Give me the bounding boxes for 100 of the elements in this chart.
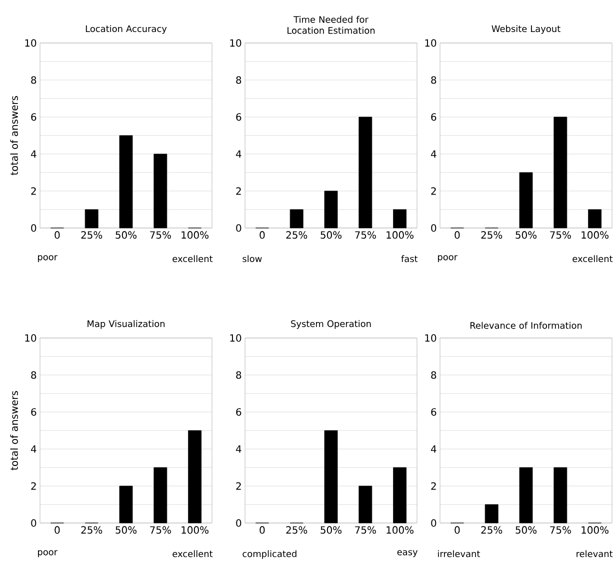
x-tick-label: 100% [582,231,608,239]
x-tick-label: 25% [481,231,502,239]
y-tick-label: 10 [425,334,436,342]
y-tick-label: 0 [236,224,242,232]
x-tick-label: 0 [260,231,265,239]
x-tick-label: 0 [54,231,60,239]
bar [393,467,406,524]
bar [324,190,338,228]
y-tick-label: 2 [431,482,436,490]
y-tick-label: 4 [430,445,436,453]
bar [519,172,533,228]
x-tick-label: 75% [355,231,376,239]
y-tick-label: 10 [230,39,242,47]
y-tick-label: 0 [431,519,436,527]
bar [393,209,406,228]
text: excellent [172,255,213,262]
bar [358,486,372,524]
x-tick-label: 75% [150,231,171,239]
chart-title: Website Layout [492,25,560,34]
x-tick-label: 50% [116,526,137,534]
bar [519,467,533,524]
text: poor [38,550,58,558]
y-tick-label: 8 [431,76,436,84]
bar [188,430,202,524]
x-tick-label: 25% [81,231,102,239]
bar [154,467,168,524]
y-tick-label: 6 [431,113,436,121]
y-tick-label: 10 [425,39,436,47]
bar [554,116,568,228]
y-tick-label: 6 [236,408,242,416]
x-tick-label: 50% [116,231,137,239]
y-tick-label: 6 [236,113,242,121]
x-tick-label: 100% [582,526,608,534]
y-tick-label: 10 [230,334,242,342]
y-tick-label: 2 [31,482,36,490]
y-tick-label: 4 [430,150,436,158]
x-tick-label: 0 [54,526,60,534]
text: relevant [576,550,613,558]
chart-title: System Operation [291,320,371,329]
chart-title: Location Accuracy [86,25,167,34]
y-tick-label: 0 [31,519,36,527]
y-tick-label: 4 [236,445,242,453]
bar [358,116,372,228]
x-tick-label: 0 [260,526,265,534]
y-tick-label: 0 [31,224,36,232]
x-tick-label: 25% [286,526,308,534]
text: slow [242,255,262,262]
x-tick-label: 100% [182,231,208,239]
text: poor [438,255,458,262]
y-tick-label: 2 [431,187,436,195]
y-tick-label: 4 [236,150,242,158]
x-tick-label: 50% [516,231,537,239]
x-tick-label: 25% [481,526,502,534]
y-tick-label: 8 [431,371,436,379]
y-tick-label: 6 [31,113,36,121]
x-tick-label: 50% [320,231,342,239]
bar [154,154,168,228]
y-tick-label: 8 [31,371,36,379]
x-tick-label: 100% [386,526,414,534]
x-tick-label: 50% [320,526,342,534]
y-tick-label: 6 [431,408,436,416]
y-axis-title: total of answers [10,391,18,470]
chart-title: Map Visualization [88,320,165,329]
text: fast [401,255,418,262]
y-tick-label: 8 [236,371,242,379]
y-tick-label: 2 [31,187,36,195]
text: complicated [242,550,296,559]
y-tick-label: 0 [236,519,242,527]
x-tick-label: 100% [182,526,208,534]
y-tick-label: 10 [25,39,36,47]
bar [484,504,498,524]
text: irrelevant [438,550,480,558]
x-tick-label: 75% [355,526,376,534]
x-tick-label: 0 [454,526,460,534]
x-tick-label: 0 [454,231,460,239]
bar [119,135,133,228]
y-tick-label: 4 [30,445,36,453]
x-tick-label: 75% [550,231,571,239]
y-tick-label: 6 [31,408,36,416]
bar [119,486,133,524]
x-tick-label: 75% [550,526,571,534]
chart-title: Relevance of Information [470,322,582,329]
x-tick-label: 100% [386,231,414,239]
bar [290,209,304,228]
y-tick-label: 8 [236,76,242,84]
bar [324,430,338,524]
y-axis-title: total of answers [10,96,18,176]
x-tick-label: 75% [150,526,171,534]
text: poor [38,255,58,262]
y-tick-label: 2 [236,187,241,195]
y-tick-label: 4 [30,150,36,158]
y-tick-label: 2 [236,482,241,490]
y-tick-label: 8 [31,76,36,84]
x-tick-label: 25% [286,231,308,239]
text: excellent [172,550,213,558]
x-tick-label: 50% [516,526,537,534]
bar [554,467,568,524]
text: easy [397,550,418,558]
bar [84,209,98,228]
x-tick-label: 25% [81,526,102,534]
